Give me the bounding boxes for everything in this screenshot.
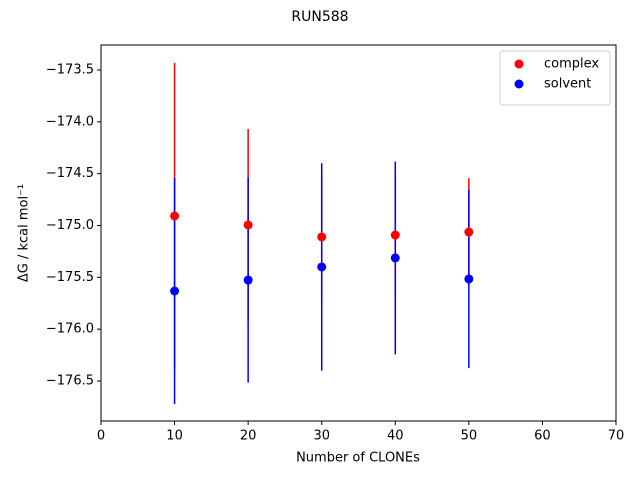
y-axis-label: ΔG / kcal mol⁻¹ [17,184,32,282]
x-tick-label: 0 [97,429,105,444]
x-tick-label: 40 [387,429,404,444]
y-tick-label: −173.5 [46,62,94,77]
plot-frame [100,44,617,422]
chart-title: RUN588 [291,9,348,25]
legend: complex solvent [499,50,611,106]
legend-label: solvent [544,77,591,92]
y-tick-label: −175.0 [46,218,94,233]
x-tick-label: 70 [608,429,625,444]
point [390,253,400,263]
point [170,286,180,296]
legend-label: complex [544,57,599,72]
x-tick-label: 50 [461,429,478,444]
point [317,232,327,242]
x-tick-label: 10 [166,429,183,444]
point [243,275,253,285]
x-tick-label: 20 [240,429,257,444]
y-tick-label: −176.5 [46,373,94,388]
legend-box [499,50,611,106]
y-tick-label: −174.5 [46,166,94,181]
point [170,211,180,221]
y-tick-label: −174.0 [46,114,94,129]
point [464,227,474,237]
x-tick-label: 60 [534,429,551,444]
legend-marker [514,79,524,89]
x-tick-label: 30 [313,429,330,444]
x-axis-label: Number of CLONEs [296,451,420,466]
point [317,262,327,272]
point [390,230,400,240]
legend-marker [514,59,524,69]
point [243,220,253,230]
point [464,274,474,284]
y-tick-label: −175.5 [46,270,94,285]
y-tick-label: −176.0 [46,322,94,337]
